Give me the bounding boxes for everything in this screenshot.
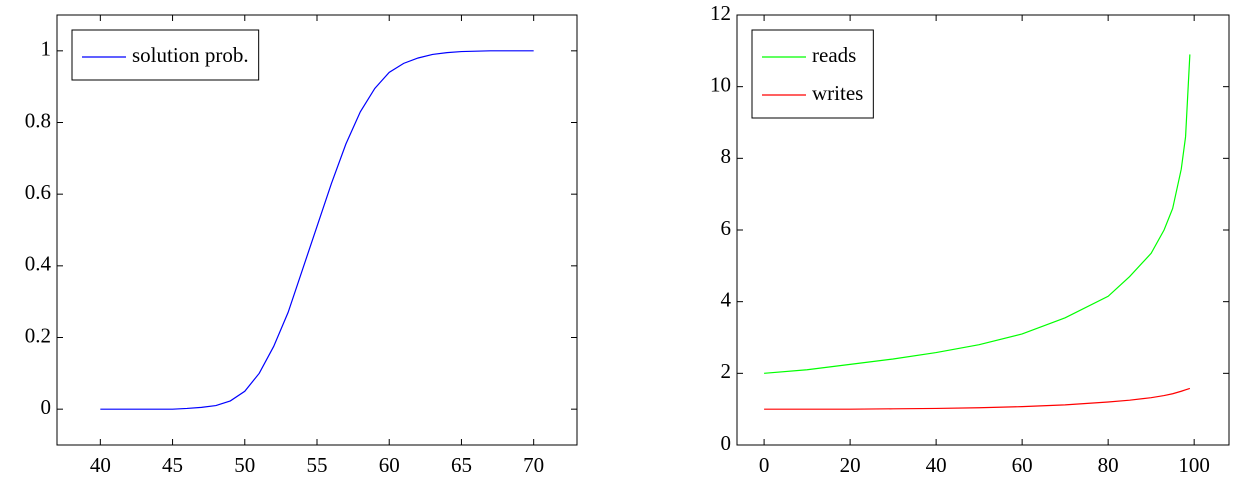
- x-tick-label: 100: [1178, 453, 1210, 477]
- x-tick-label: 65: [451, 453, 472, 477]
- series-line: [764, 54, 1191, 374]
- y-tick-label: 0: [41, 395, 52, 419]
- legend-label: reads: [812, 43, 856, 67]
- y-tick-label: 0.8: [25, 108, 51, 132]
- x-tick-label: 45: [162, 453, 183, 477]
- plot-frame: [736, 14, 1230, 446]
- x-tick-label: 0: [759, 453, 770, 477]
- y-tick-label: 10: [710, 72, 731, 96]
- y-tick-label: 1: [41, 37, 52, 61]
- legend-frame: [751, 29, 874, 119]
- y-tick-label: 6: [721, 216, 732, 240]
- x-tick-label: 55: [307, 453, 328, 477]
- x-tick-label: 20: [840, 453, 861, 477]
- y-tick-label: 0: [721, 431, 732, 455]
- y-tick-label: 0.6: [25, 180, 51, 204]
- x-tick-label: 50: [234, 453, 255, 477]
- x-tick-label: 70: [523, 453, 544, 477]
- legend-label: writes: [812, 81, 863, 105]
- x-tick-label: 40: [90, 453, 111, 477]
- legend: reads writes: [751, 29, 874, 119]
- subplot: 40 45 50 55 60 65 70 0 0.2 0.4 0.6 0.8 1 solution pro…: [25, 14, 578, 477]
- series-line: [100, 50, 534, 410]
- y-tick-label: 0.2: [25, 323, 51, 347]
- y-tick-label: 2: [721, 359, 732, 383]
- plot-frame: [56, 14, 578, 446]
- legend: solution prob.: [71, 29, 260, 81]
- y-tick-label: 0.4: [25, 252, 52, 276]
- series-line: [764, 387, 1191, 410]
- x-tick-label: 40: [926, 453, 947, 477]
- x-tick-label: 80: [1098, 453, 1119, 477]
- subplot: 0 20 40 60 80 100 0 2 4 6 8 10 12 reads writes: [710, 1, 1230, 477]
- x-tick-label: 60: [1012, 453, 1033, 477]
- legend-frame: [71, 29, 260, 81]
- x-tick-label: 60: [379, 453, 400, 477]
- y-tick-label: 8: [721, 144, 732, 168]
- y-tick-label: 12: [710, 1, 731, 25]
- legend-label: solution prob.: [132, 43, 249, 67]
- y-tick-label: 4: [721, 287, 732, 311]
